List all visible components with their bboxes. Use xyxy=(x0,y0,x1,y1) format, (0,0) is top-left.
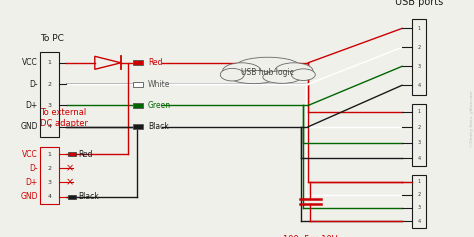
Text: 3: 3 xyxy=(418,64,420,69)
Text: VCC: VCC xyxy=(22,58,38,67)
Text: To PC: To PC xyxy=(40,34,64,43)
Text: D-: D- xyxy=(29,80,38,89)
Text: ©Dmitry Kann, yktoo.com: ©Dmitry Kann, yktoo.com xyxy=(470,90,474,147)
Text: D+: D+ xyxy=(26,178,38,187)
Text: USB ports: USB ports xyxy=(395,0,443,7)
Bar xyxy=(68,195,76,199)
Text: GND: GND xyxy=(20,192,38,201)
Text: 2: 2 xyxy=(418,125,420,130)
Bar xyxy=(40,147,59,204)
Text: Red: Red xyxy=(78,150,93,159)
Text: To external
DC adapter: To external DC adapter xyxy=(40,108,88,128)
Text: VCC: VCC xyxy=(22,150,38,159)
Text: 3: 3 xyxy=(48,103,52,108)
Text: D+: D+ xyxy=(26,101,38,110)
Text: Black: Black xyxy=(148,122,169,131)
Text: 1: 1 xyxy=(418,109,420,114)
Text: 3: 3 xyxy=(418,140,420,145)
Ellipse shape xyxy=(292,69,315,81)
Text: 1: 1 xyxy=(48,151,52,157)
Ellipse shape xyxy=(236,57,300,76)
Text: 3: 3 xyxy=(48,180,52,185)
Text: White: White xyxy=(148,80,170,89)
Text: 2: 2 xyxy=(418,45,420,50)
Text: 100μF × 10V: 100μF × 10V xyxy=(283,235,337,237)
Text: ×: × xyxy=(65,178,74,187)
Text: Green: Green xyxy=(148,101,171,110)
Text: 4: 4 xyxy=(48,124,52,129)
Text: 1: 1 xyxy=(48,60,52,65)
Bar xyxy=(412,175,426,228)
Text: 4: 4 xyxy=(418,219,420,223)
Text: USB hub logic: USB hub logic xyxy=(241,68,294,77)
Text: 2: 2 xyxy=(48,166,52,171)
Text: 2: 2 xyxy=(48,82,52,87)
Text: 4: 4 xyxy=(418,156,420,161)
Text: 1: 1 xyxy=(418,26,420,31)
Text: 2: 2 xyxy=(418,192,420,197)
Text: Black: Black xyxy=(78,192,99,201)
Bar xyxy=(68,152,76,156)
Bar xyxy=(412,19,426,95)
Text: GND: GND xyxy=(20,122,38,131)
Bar xyxy=(133,60,143,65)
Ellipse shape xyxy=(230,70,277,84)
Bar xyxy=(133,82,143,87)
Text: ×: × xyxy=(65,163,74,173)
Ellipse shape xyxy=(222,63,261,79)
Bar xyxy=(133,103,143,108)
Text: D-: D- xyxy=(29,164,38,173)
Ellipse shape xyxy=(220,68,244,81)
Text: 3: 3 xyxy=(418,205,420,210)
Text: 4: 4 xyxy=(48,194,52,199)
Ellipse shape xyxy=(263,71,301,83)
Text: Red: Red xyxy=(148,58,163,67)
Text: 4: 4 xyxy=(418,83,420,88)
Bar xyxy=(133,124,143,129)
Bar xyxy=(412,104,426,166)
Text: 1: 1 xyxy=(418,179,420,184)
Ellipse shape xyxy=(274,63,313,79)
Bar xyxy=(40,52,59,137)
